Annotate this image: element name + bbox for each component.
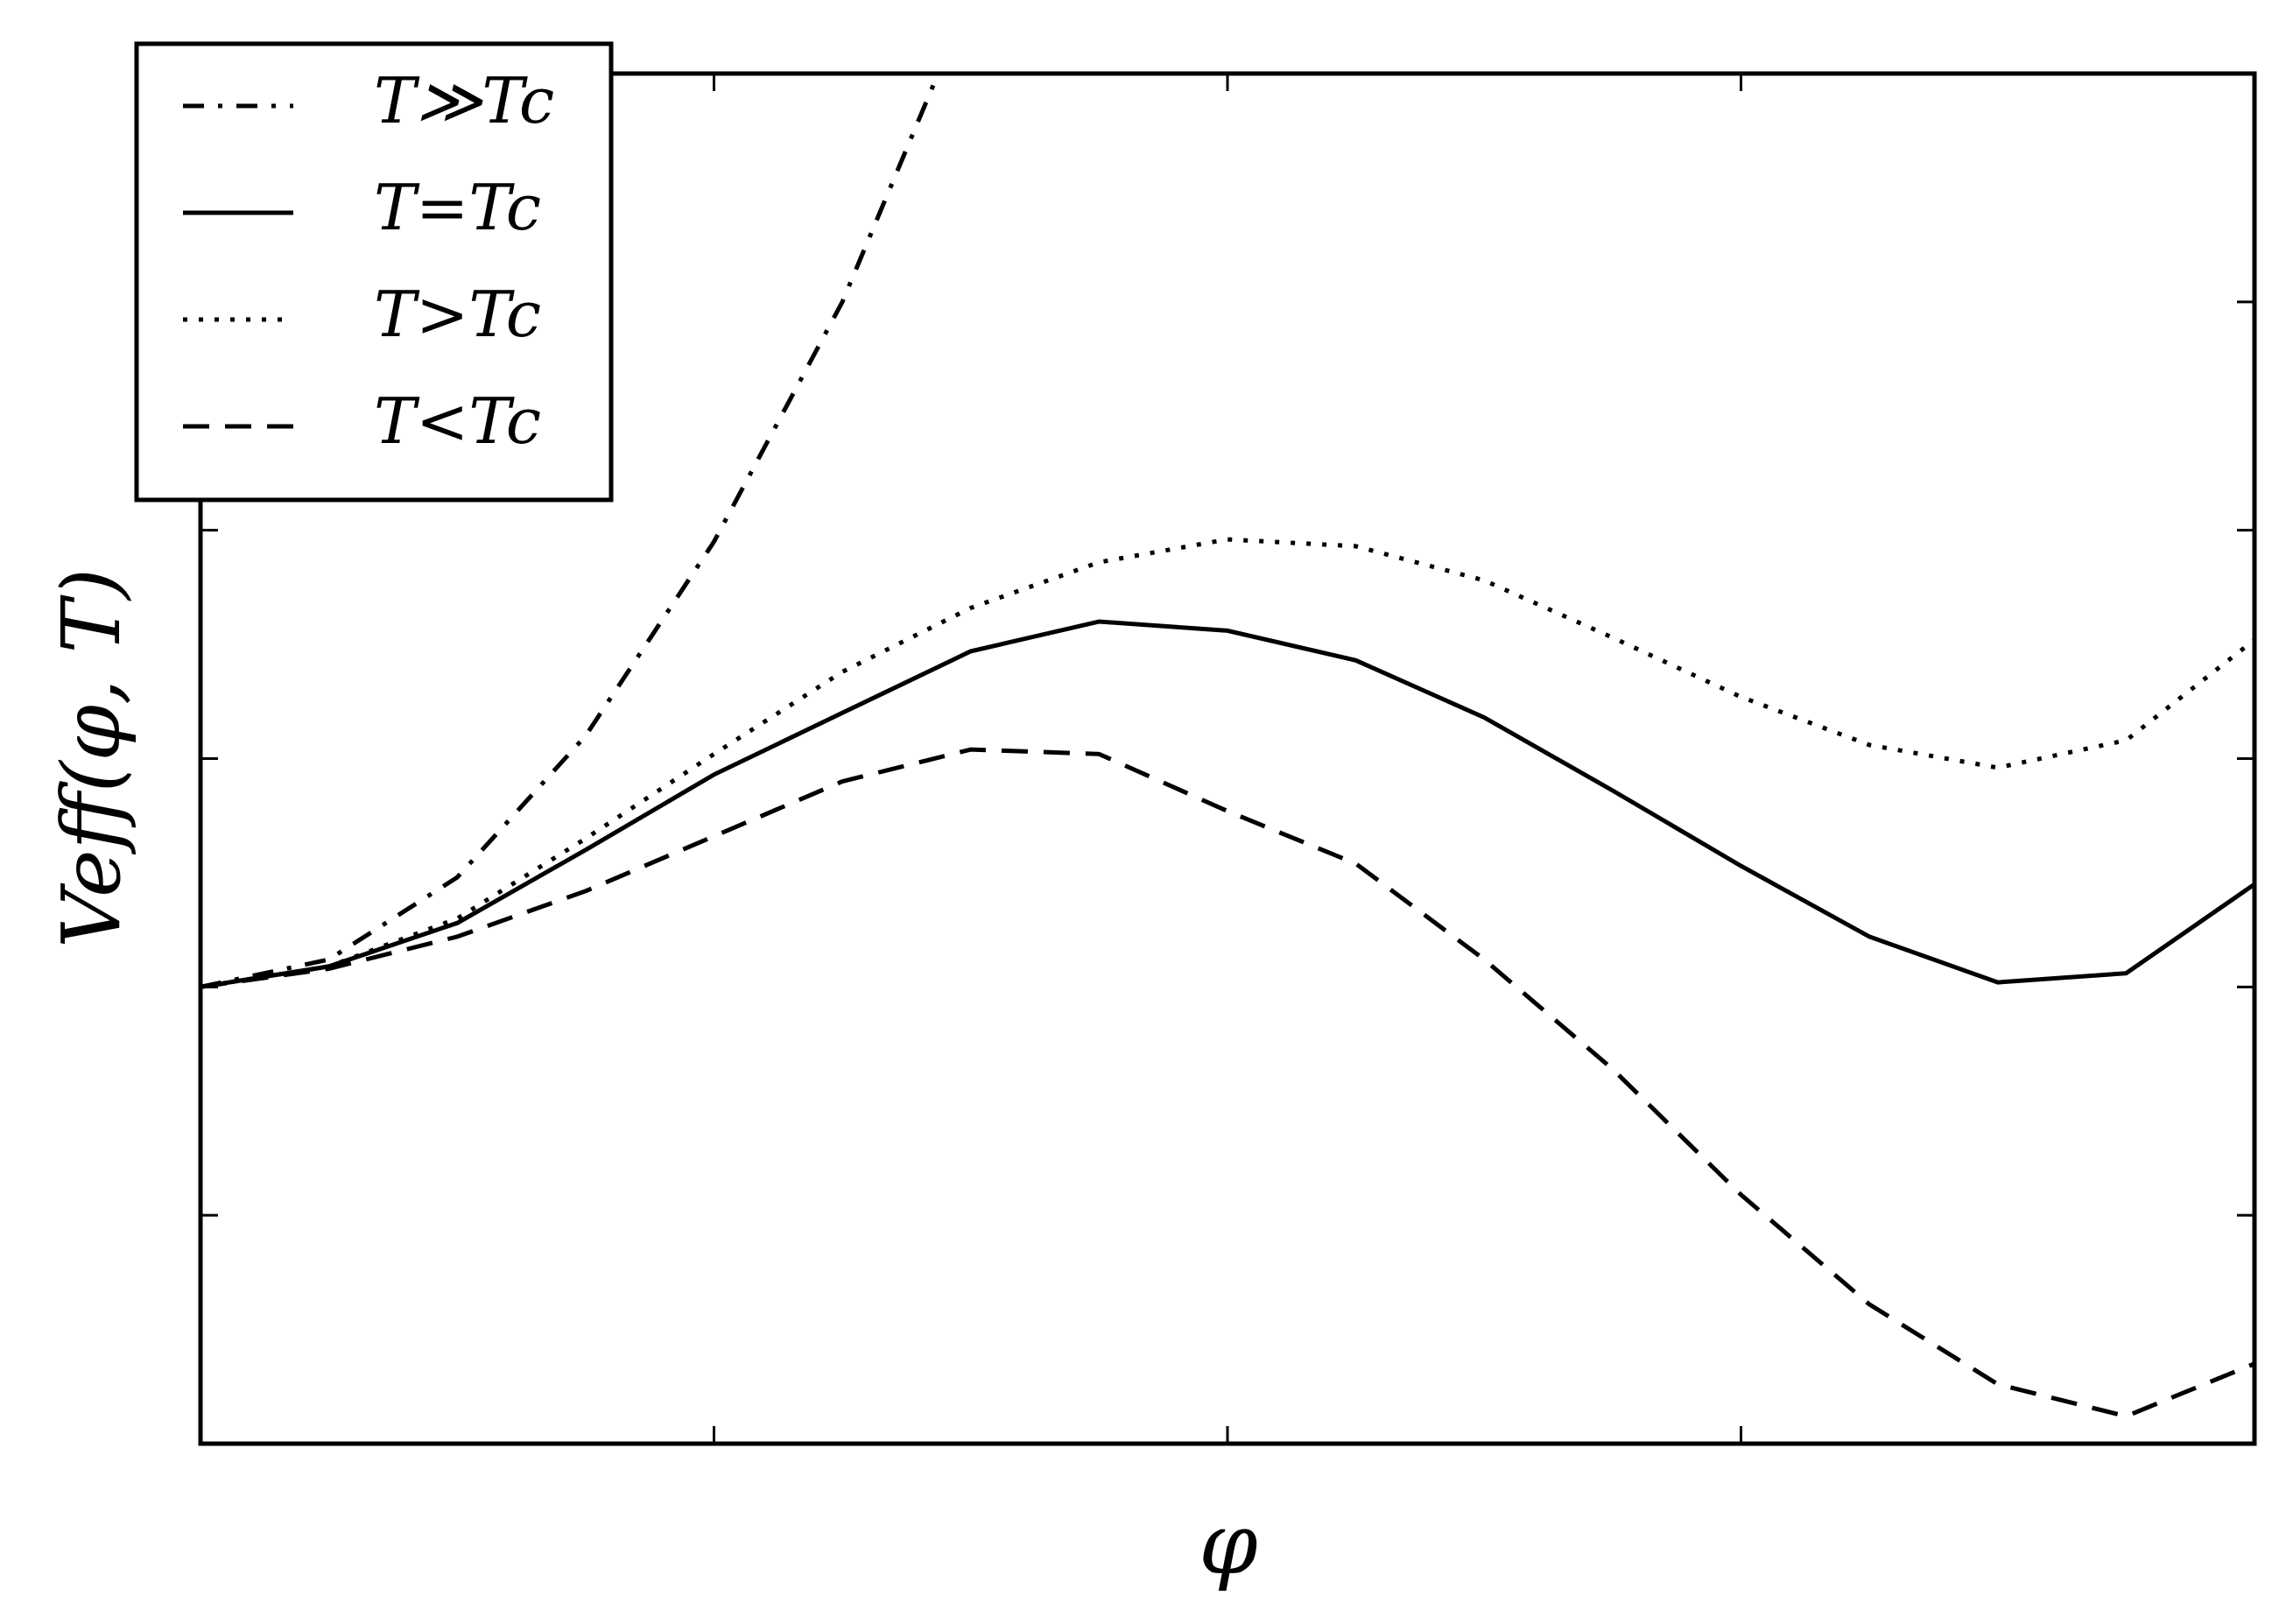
series-line — [200, 74, 941, 989]
legend-label: T<Tc — [374, 384, 541, 458]
x-axis-label: φ — [1199, 1495, 1257, 1593]
plot-area — [200, 74, 2254, 1419]
legend-box — [134, 41, 614, 503]
series-line — [200, 619, 2254, 989]
legend: T≫Tc T=Tc T>Tc T<Tc — [134, 41, 614, 503]
legend-label: T=Tc — [374, 171, 541, 244]
legend-label: T>Tc — [374, 278, 541, 351]
legend-label: T≫Tc — [374, 64, 554, 137]
y-axis-label: Veff(φ, T) — [45, 568, 138, 948]
series-line — [200, 747, 2254, 1419]
